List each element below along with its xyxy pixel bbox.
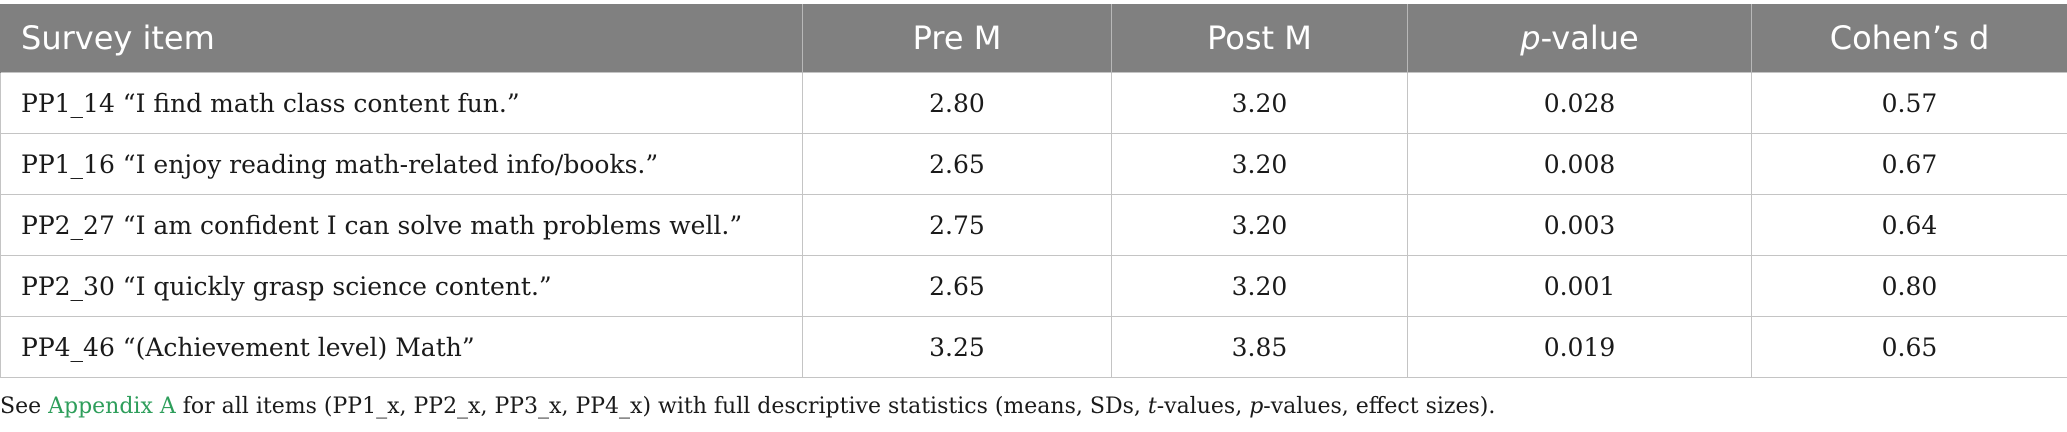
cell-pre-mean: 2.65	[802, 133, 1112, 195]
footnote-t-symbol: t	[1147, 394, 1157, 419]
table-row: PP1_16 “I enjoy reading math-related inf…	[0, 133, 2067, 195]
cell-cohens-d: 0.65	[1751, 316, 2067, 378]
cell-cohens-d: 0.80	[1751, 255, 2067, 317]
table-row: PP2_30 “I quickly grasp science content.…	[0, 255, 2067, 317]
cell-pre-mean: 2.75	[802, 194, 1112, 256]
header-survey-item: Survey item	[0, 4, 803, 73]
cell-post-mean: 3.20	[1111, 133, 1408, 195]
cell-survey-item: PP1_14 “I find math class content fun.”	[0, 72, 803, 134]
cell-survey-item: PP2_30 “I quickly grasp science content.…	[0, 255, 803, 317]
cell-p-value: 0.003	[1407, 194, 1752, 256]
cell-post-mean: 3.85	[1111, 316, 1408, 378]
header-p-symbol: p	[1520, 19, 1541, 57]
footnote-see: See	[0, 394, 49, 419]
cell-p-value: 0.028	[1407, 72, 1752, 134]
cell-cohens-d: 0.57	[1751, 72, 2067, 134]
header-pre-mean: Pre M	[802, 4, 1112, 73]
cell-pre-mean: 2.65	[802, 255, 1112, 317]
cell-pre-mean: 2.80	[802, 72, 1112, 134]
cell-survey-item: PP2_27 “I am confident I can solve math …	[0, 194, 803, 256]
cell-survey-item: PP4_46 “(Achievement level) Math”	[0, 316, 803, 378]
table-footnote: See Appendix A for all items (PP1_x, PP2…	[0, 394, 1495, 419]
footnote-p-symbol: p	[1249, 394, 1264, 419]
results-table-container: Survey item Pre M Post M p-value Cohen’s…	[0, 4, 2067, 378]
cell-survey-item: PP1_16 “I enjoy reading math-related inf…	[0, 133, 803, 195]
footnote-text-1: for all items (PP1_x, PP2_x, PP3_x, PP4_…	[175, 394, 1148, 419]
table-row: PP4_46 “(Achievement level) Math” 3.25 3…	[0, 316, 2067, 378]
cell-pre-mean: 3.25	[802, 316, 1112, 378]
header-post-mean: Post M	[1111, 4, 1408, 73]
header-cohens-d: Cohen’s d	[1751, 4, 2067, 73]
cell-post-mean: 3.20	[1111, 255, 1408, 317]
cell-cohens-d: 0.64	[1751, 194, 2067, 256]
table-header-row: Survey item Pre M Post M p-value Cohen’s…	[0, 4, 2067, 73]
cell-p-value: 0.019	[1407, 316, 1752, 378]
footnote-text-3: -values, effect sizes).	[1263, 394, 1496, 419]
table-row: PP2_27 “I am confident I can solve math …	[0, 194, 2067, 256]
table-row: PP1_14 “I find math class content fun.” …	[0, 72, 2067, 134]
cell-cohens-d: 0.67	[1751, 133, 2067, 195]
results-table: Survey item Pre M Post M p-value Cohen’s…	[0, 4, 2067, 378]
cell-p-value: 0.001	[1407, 255, 1752, 317]
footnote-text-2: -values,	[1156, 394, 1250, 419]
header-p-value: p-value	[1407, 4, 1752, 73]
cell-p-value: 0.008	[1407, 133, 1752, 195]
appendix-a-link[interactable]: Appendix A	[48, 394, 176, 419]
header-p-suffix: -value	[1540, 19, 1639, 57]
cell-post-mean: 3.20	[1111, 72, 1408, 134]
cell-post-mean: 3.20	[1111, 194, 1408, 256]
